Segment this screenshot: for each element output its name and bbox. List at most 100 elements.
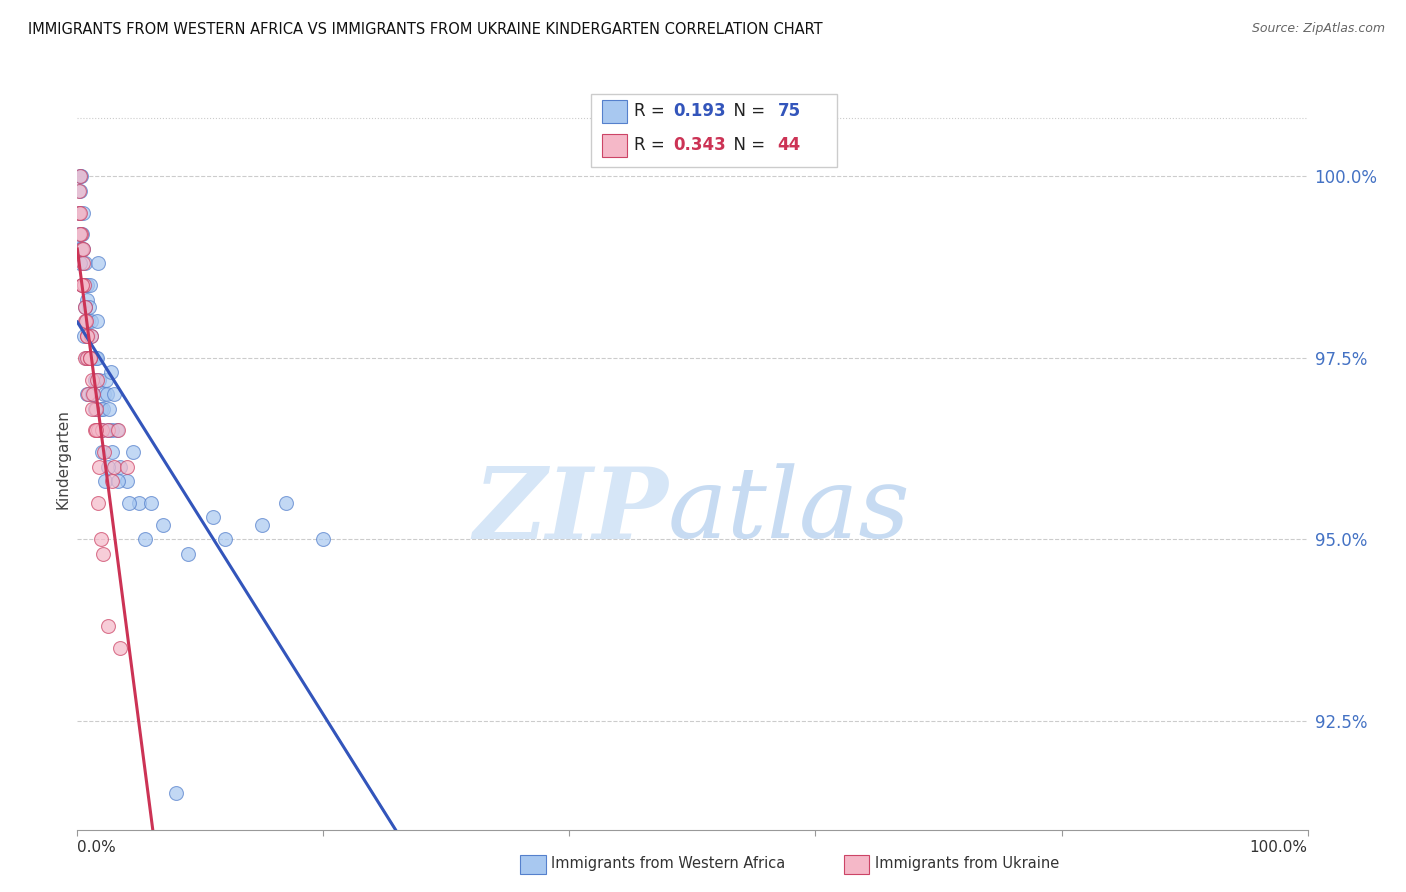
Point bbox=[87, 496, 110, 510]
Text: 0.0%: 0.0% bbox=[77, 840, 117, 855]
Point bbox=[76, 329, 98, 343]
Point bbox=[80, 329, 103, 343]
Point bbox=[250, 517, 273, 532]
Point bbox=[69, 205, 91, 219]
Point bbox=[72, 242, 94, 256]
Point bbox=[80, 329, 103, 343]
Text: 0.193: 0.193 bbox=[673, 103, 725, 120]
Point bbox=[87, 256, 110, 270]
Point bbox=[77, 329, 100, 343]
Point bbox=[73, 278, 96, 293]
Point bbox=[72, 242, 94, 256]
Point bbox=[77, 300, 100, 314]
Point bbox=[105, 423, 128, 437]
Point bbox=[90, 423, 114, 437]
Point bbox=[79, 351, 101, 365]
Point bbox=[89, 459, 111, 474]
Point bbox=[79, 351, 101, 365]
Point bbox=[67, 205, 90, 219]
Point bbox=[76, 351, 98, 365]
Point bbox=[70, 227, 93, 242]
Point bbox=[84, 423, 107, 437]
Point bbox=[79, 278, 101, 293]
Text: atlas: atlas bbox=[668, 464, 911, 559]
Point bbox=[89, 423, 111, 437]
Point bbox=[115, 459, 138, 474]
Point bbox=[69, 184, 91, 198]
Text: 75: 75 bbox=[778, 103, 800, 120]
Point bbox=[75, 351, 97, 365]
Point bbox=[93, 474, 115, 488]
Point bbox=[214, 533, 236, 547]
Point bbox=[93, 547, 115, 561]
Point bbox=[76, 278, 98, 293]
Text: N =: N = bbox=[723, 136, 770, 154]
Point bbox=[93, 445, 115, 459]
Point bbox=[97, 423, 120, 437]
Point bbox=[121, 445, 143, 459]
Point bbox=[83, 423, 105, 437]
Point bbox=[76, 314, 98, 328]
Point bbox=[77, 387, 100, 401]
Point bbox=[70, 242, 93, 256]
Point bbox=[141, 496, 163, 510]
Y-axis label: Kindergarten: Kindergarten bbox=[55, 409, 70, 509]
Point bbox=[76, 293, 98, 307]
Point bbox=[103, 387, 125, 401]
Point bbox=[86, 372, 108, 386]
Point bbox=[100, 365, 122, 379]
Point bbox=[73, 256, 96, 270]
Point bbox=[110, 459, 132, 474]
Point bbox=[75, 351, 97, 365]
Point bbox=[73, 314, 96, 328]
Point bbox=[72, 256, 94, 270]
Point bbox=[70, 278, 93, 293]
Point bbox=[82, 372, 104, 386]
Point bbox=[75, 314, 97, 328]
Point bbox=[94, 372, 117, 386]
Point bbox=[86, 314, 108, 328]
Text: 44: 44 bbox=[778, 136, 801, 154]
Point bbox=[73, 300, 96, 314]
Point bbox=[79, 351, 101, 365]
Point bbox=[67, 205, 90, 219]
Point bbox=[107, 474, 129, 488]
Point bbox=[70, 242, 93, 256]
Point bbox=[67, 242, 90, 256]
Text: Immigrants from Ukraine: Immigrants from Ukraine bbox=[875, 856, 1059, 871]
Point bbox=[80, 314, 103, 328]
Point bbox=[70, 169, 93, 184]
Point bbox=[82, 387, 104, 401]
Point bbox=[67, 184, 90, 198]
Point bbox=[73, 300, 96, 314]
Point bbox=[152, 517, 174, 532]
Point bbox=[72, 278, 94, 293]
Point bbox=[90, 423, 114, 437]
Point bbox=[75, 314, 97, 328]
Text: R =: R = bbox=[634, 103, 671, 120]
Point bbox=[276, 496, 298, 510]
Point bbox=[201, 510, 224, 524]
Point bbox=[97, 619, 120, 633]
Point bbox=[134, 533, 156, 547]
Point bbox=[79, 351, 101, 365]
Point bbox=[76, 329, 98, 343]
Point bbox=[83, 401, 105, 416]
Point bbox=[82, 351, 104, 365]
Point bbox=[67, 227, 90, 242]
Point bbox=[101, 445, 124, 459]
Point bbox=[72, 278, 94, 293]
Point bbox=[128, 496, 150, 510]
Point bbox=[91, 445, 114, 459]
Point bbox=[110, 641, 132, 656]
Point bbox=[90, 533, 112, 547]
Point bbox=[107, 423, 129, 437]
Point bbox=[82, 387, 104, 401]
Point bbox=[76, 387, 98, 401]
Point bbox=[89, 372, 111, 386]
Point bbox=[118, 496, 141, 510]
Point bbox=[69, 169, 91, 184]
Text: R =: R = bbox=[634, 136, 671, 154]
Point bbox=[312, 533, 335, 547]
Point bbox=[165, 786, 187, 800]
